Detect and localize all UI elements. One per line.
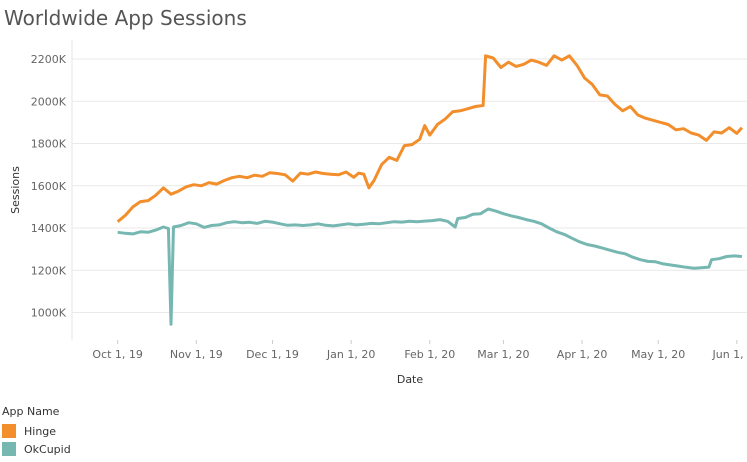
x-tick-label: Nov 1, 19 xyxy=(170,348,223,361)
legend: App Name Hinge OkCupid xyxy=(2,405,71,458)
x-tick-label: May 1, 20 xyxy=(631,348,685,361)
legend-swatch-okcupid xyxy=(2,442,16,456)
y-tick-label: 1000K xyxy=(31,307,67,320)
x-axis-title: Date xyxy=(397,373,424,386)
x-tick-label: Apr 1, 20 xyxy=(557,348,608,361)
x-tick-label: Jun 1, 20 xyxy=(712,348,747,361)
line-chart: 1000K 1200K 1400K 1600K 1800K 2000K 2200K Oct … xyxy=(9,40,747,386)
legend-title: App Name xyxy=(2,405,60,418)
x-tick-label: Mar 1, 20 xyxy=(477,348,529,361)
legend-label-hinge: Hinge xyxy=(24,424,57,438)
x-axis-ticks: Oct 1, 19 Nov 1, 19 Dec 1, 19 Jan 1, 20 Feb … xyxy=(92,340,747,361)
x-tick-label: Dec 1, 19 xyxy=(246,348,299,361)
x-tick-label: Feb 1, 20 xyxy=(404,348,455,361)
y-tick-label: 1600K xyxy=(31,180,67,193)
series-line-okcupid[interactable] xyxy=(117,207,743,326)
y-tick-label: 2000K xyxy=(31,95,67,108)
y-tick-label: 1200K xyxy=(31,264,67,277)
series-lines xyxy=(116,54,744,326)
legend-item-hinge[interactable]: Hinge xyxy=(2,422,71,440)
y-tick-label: 1800K xyxy=(31,138,67,151)
y-axis-ticks: 1000K 1200K 1400K 1600K 1800K 2000K 2200K xyxy=(31,53,67,320)
x-tick-label: Jan 1, 20 xyxy=(326,348,375,361)
y-tick-label: 1400K xyxy=(31,222,67,235)
y-tick-label: 2200K xyxy=(31,53,67,66)
legend-swatch-hinge xyxy=(2,424,16,438)
series-line-hinge[interactable] xyxy=(116,54,744,223)
legend-item-okcupid[interactable]: OkCupid xyxy=(2,440,71,458)
chart-title: Worldwide App Sessions xyxy=(4,6,247,30)
legend-label-okcupid: OkCupid xyxy=(24,442,71,456)
y-axis-title: Sessions xyxy=(9,166,22,214)
x-tick-label: Oct 1, 19 xyxy=(92,348,143,361)
